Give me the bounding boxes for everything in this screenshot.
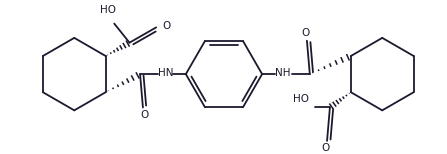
Text: O: O — [321, 144, 329, 154]
Text: HO: HO — [293, 94, 309, 104]
Text: HN: HN — [158, 68, 173, 78]
Text: NH: NH — [275, 68, 291, 78]
Text: HO: HO — [100, 5, 116, 15]
Text: O: O — [301, 28, 309, 38]
Text: O: O — [163, 21, 171, 31]
Text: O: O — [141, 110, 149, 120]
